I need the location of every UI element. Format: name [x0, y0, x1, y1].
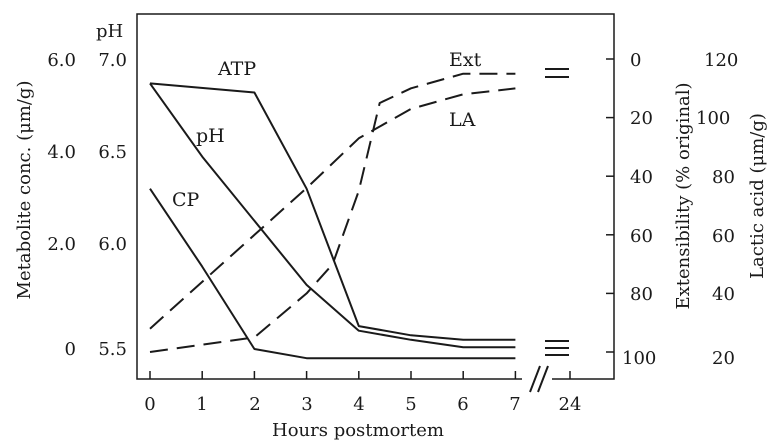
axis-extensibility: 0 20 40 60 80 100 Extensibility (% origi…: [606, 50, 694, 369]
axis-lactic: 120 100 80 60 40 20 Lactic acid (μm/g): [696, 50, 768, 369]
x-tick-label: 24: [559, 394, 582, 415]
lactic-tick-label: 20: [712, 348, 735, 369]
ph-tick-label: 5.5: [98, 339, 127, 360]
series-label-ph: pH: [196, 125, 225, 147]
x-tick-label: 4: [353, 394, 364, 415]
lactic-tick-label: 80: [712, 167, 735, 188]
extensibility-tick-label: 80: [630, 284, 653, 305]
axis-x: 0 1 2 3 4 5 6 7 24 Hours postmortem: [144, 371, 581, 441]
axis-metabolite: 6.0 4.0 2.0 0 Metabolite conc. (μm/g): [14, 50, 76, 360]
ph-axis-title: pH: [96, 21, 123, 42]
metabolite-axis-title: Metabolite conc. (μm/g): [14, 81, 35, 300]
lactic-tick-label: 60: [712, 226, 735, 247]
axis-break-slash-right: [537, 365, 549, 393]
lactic-axis-title: Lactic acid (μm/g): [747, 113, 768, 279]
ph-tick-label: 7.0: [98, 50, 127, 71]
x-tick-label: 0: [144, 394, 155, 415]
x-tick-label: 1: [196, 394, 207, 415]
axis-break-slash-left: [529, 365, 541, 393]
x-tick-label: 2: [249, 394, 260, 415]
metabolite-tick-label: 0: [65, 339, 76, 360]
axis-ph: pH 7.0 6.5 6.0 5.5: [96, 21, 127, 360]
series-label-la: LA: [449, 109, 476, 131]
extensibility-tick-label: 60: [630, 226, 653, 247]
metabolite-tick-label: 4.0: [47, 142, 76, 163]
x-tick-label: 5: [405, 394, 416, 415]
extensibility-tick-label: 40: [630, 167, 653, 188]
axis-break: [522, 68, 569, 393]
lactic-tick-label: 120: [704, 50, 738, 71]
series-label-ext: Ext: [449, 49, 482, 71]
series-label-cp: CP: [172, 189, 200, 211]
plot-area-border: [136, 13, 615, 380]
x-ticks: [149, 371, 571, 379]
ph-tick-label: 6.5: [98, 142, 127, 163]
x-tick-label: 6: [457, 394, 468, 415]
plot-frame: [136, 13, 615, 380]
metabolite-tick-label: 2.0: [47, 234, 76, 255]
metabolite-tick-label: 6.0: [47, 50, 76, 71]
series-line-ph: [149, 82, 516, 349]
extensibility-axis-title: Extensibility (% original): [673, 82, 694, 309]
series-line-la: [149, 87, 516, 330]
series-line-atp: [149, 82, 516, 341]
x-tick-label: 3: [301, 394, 312, 415]
lactic-tick-label: 100: [696, 108, 730, 129]
x-axis-title: Hours postmortem: [272, 420, 444, 441]
extensibility-tick-label: 20: [630, 108, 653, 129]
extensibility-tick-label: 100: [622, 348, 656, 369]
series-line-cp: [149, 188, 516, 360]
extensibility-ticks: [606, 58, 614, 353]
extensibility-tick-label: 0: [630, 50, 641, 71]
series-layer: [149, 72, 516, 360]
ph-tick-label: 6.0: [98, 234, 127, 255]
lactic-tick-label: 40: [712, 284, 735, 305]
series-label-atp: ATP: [217, 58, 256, 80]
x-tick-label: 7: [509, 394, 520, 415]
